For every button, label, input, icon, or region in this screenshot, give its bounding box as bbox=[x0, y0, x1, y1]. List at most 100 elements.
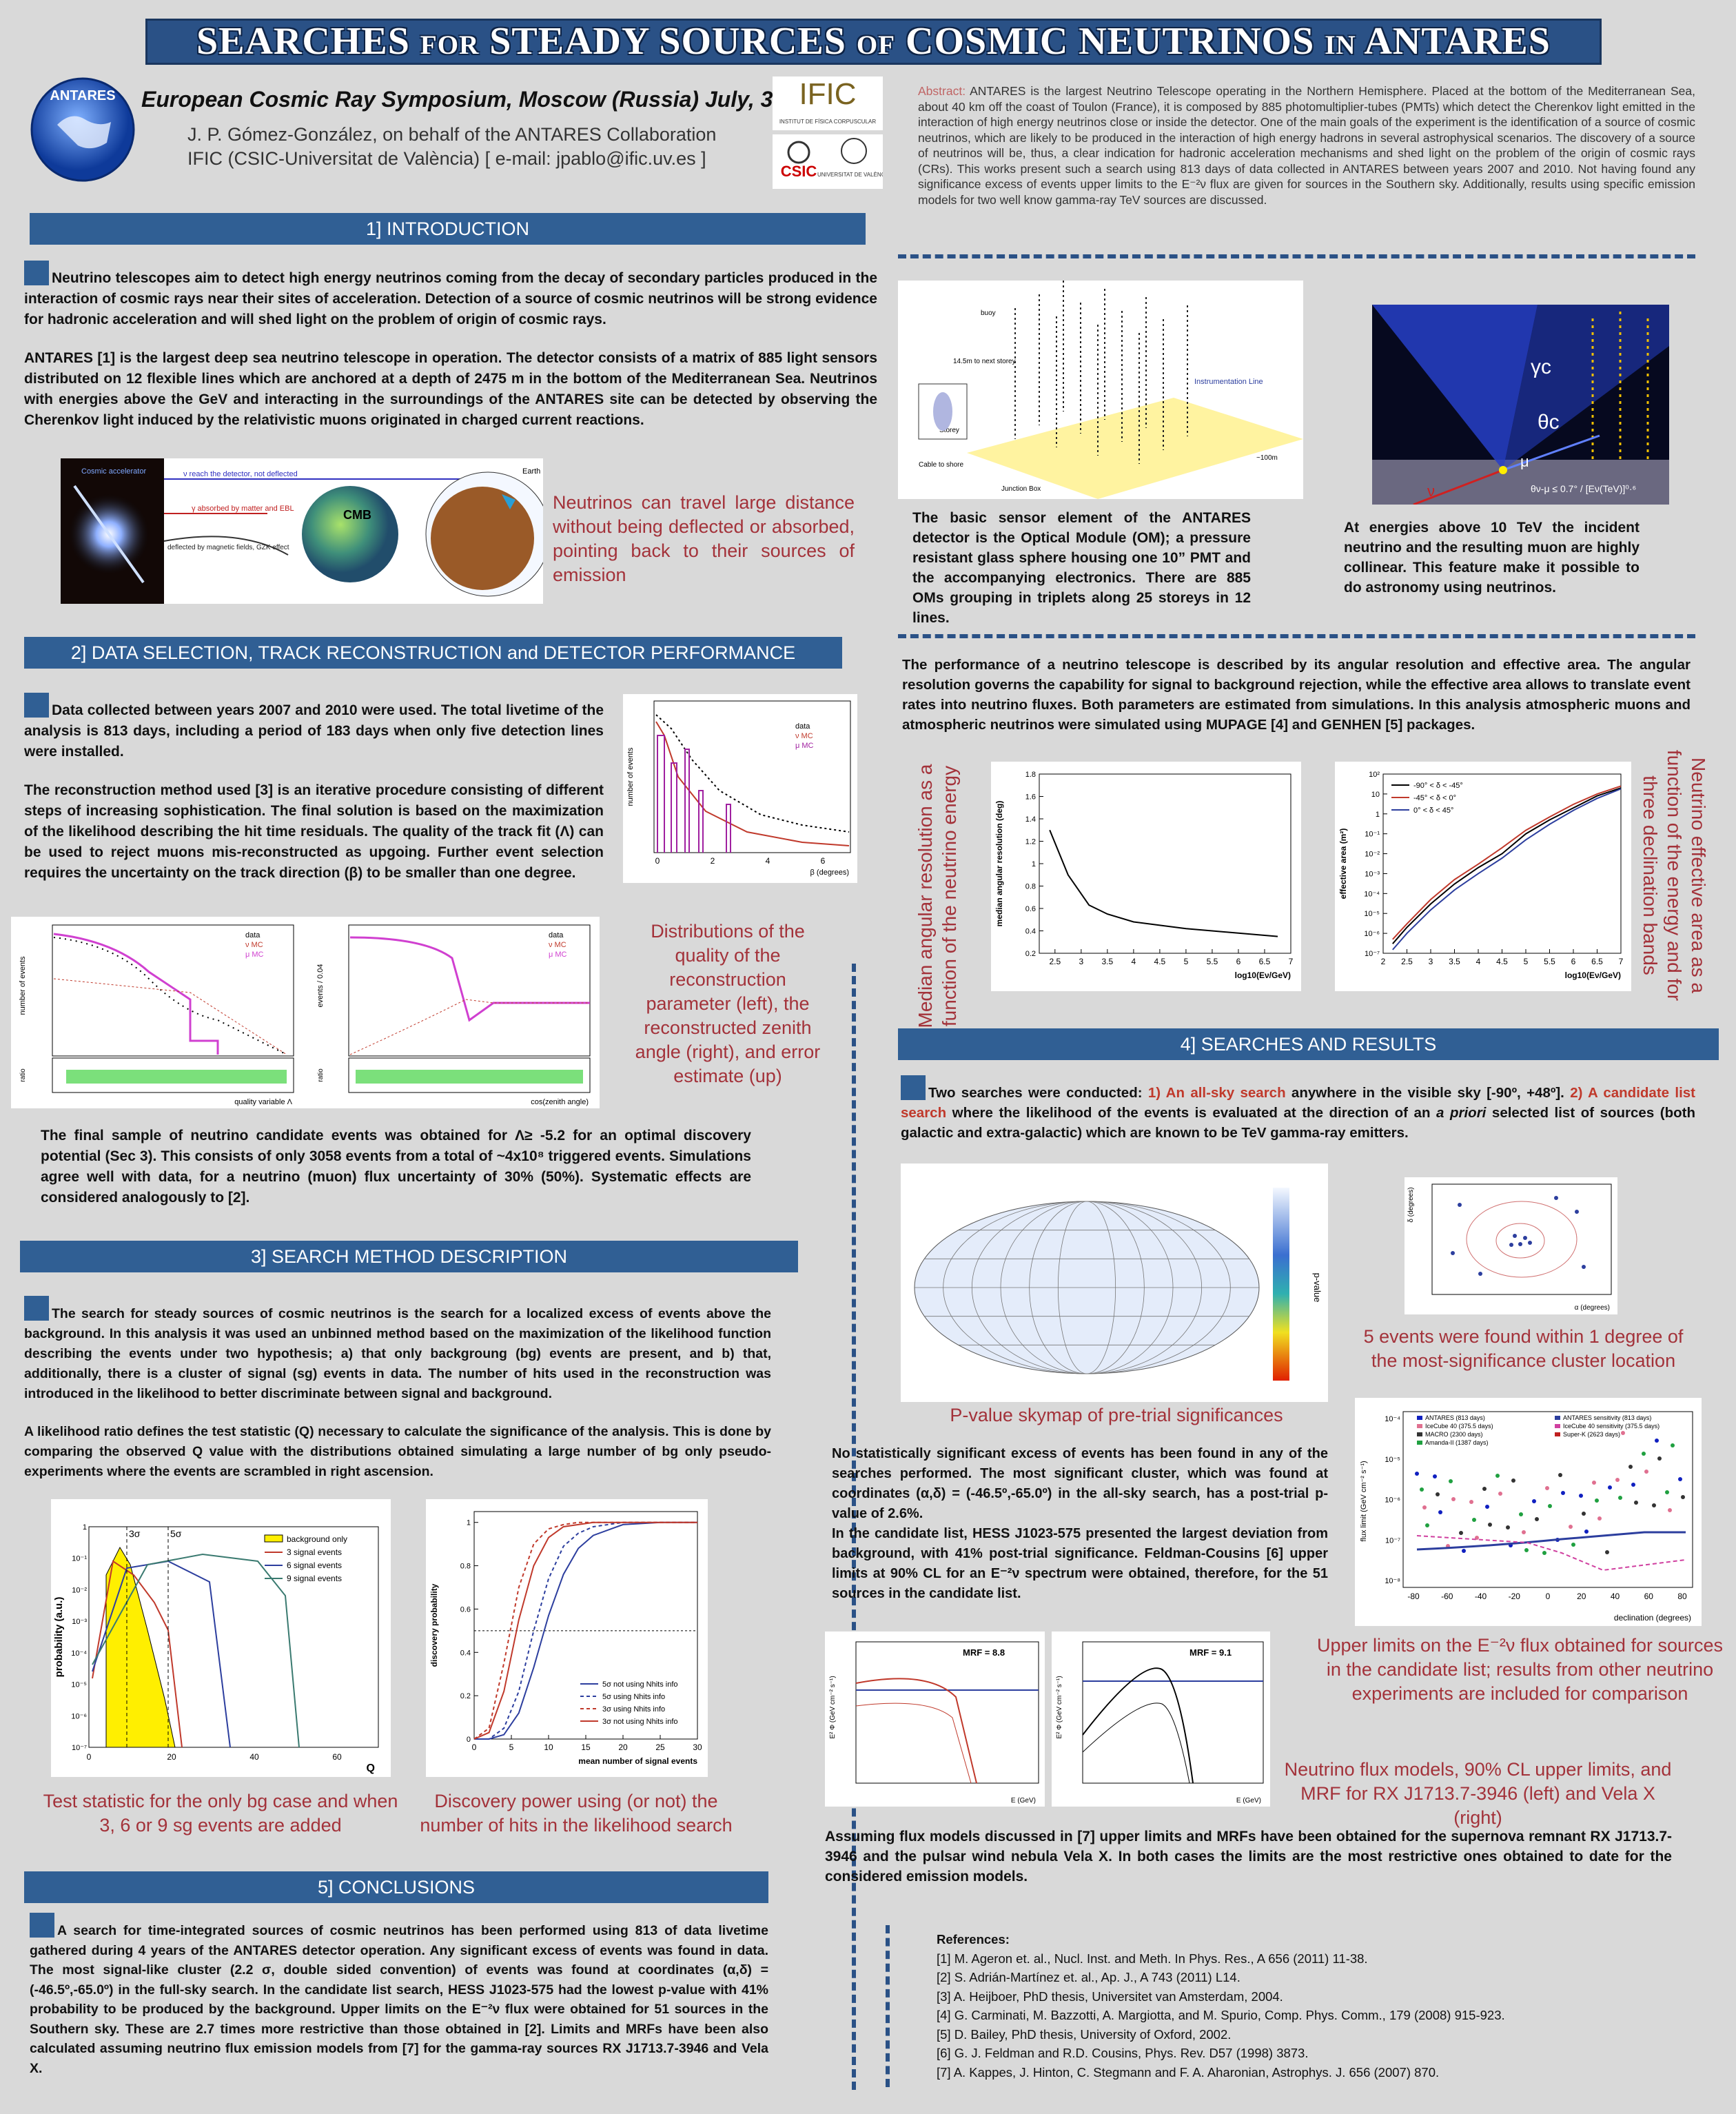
legend-label: 5σ using Nhits info bbox=[602, 1693, 665, 1701]
legend-swatch bbox=[1555, 1416, 1560, 1420]
series-line bbox=[1392, 788, 1622, 951]
authors: J. P. Gómez-González, on behalf of the A… bbox=[187, 124, 717, 145]
x-tick-label: 4.5 bbox=[1496, 957, 1508, 966]
figure-label: Earth bbox=[522, 467, 540, 476]
y-axis-label: effective area (m²) bbox=[1338, 829, 1348, 900]
paragraph: In the candidate list, HESS J1023-575 pr… bbox=[832, 1526, 1328, 1601]
figure-label: buoy bbox=[981, 309, 996, 317]
legend-label: IceCube 40 sensitivity (375.5 days) bbox=[1563, 1423, 1660, 1430]
legend-swatch bbox=[1555, 1424, 1560, 1428]
legend-swatch bbox=[1417, 1424, 1422, 1428]
axis-label: number of events bbox=[626, 747, 635, 806]
paragraph: The reconstruction method used [3] is an… bbox=[24, 782, 604, 881]
figure-caption: Upper limits on the E⁻²ν flux obtained f… bbox=[1316, 1635, 1724, 1704]
legend-label: 9 signal events bbox=[287, 1574, 342, 1583]
axis-label: flux limit (GeV cm⁻² s⁻¹) bbox=[1360, 1461, 1368, 1541]
x-tick-label: 60 bbox=[332, 1752, 342, 1762]
legend-label: Super-K (2623 days) bbox=[1563, 1431, 1620, 1438]
y-tick-label: 1 bbox=[1376, 811, 1380, 819]
x-tick-label: 2 bbox=[711, 856, 715, 866]
axis-label: cos(zenith angle) bbox=[531, 1098, 589, 1106]
x-tick-label: 5 bbox=[1184, 957, 1189, 966]
x-tick-label: 2.5 bbox=[1049, 957, 1061, 966]
paragraph: The search for steady sources of cosmic … bbox=[24, 1306, 771, 1401]
figure-caption: Neutrino flux models, 90% CL upper limit… bbox=[1284, 1759, 1672, 1828]
conclusions-text: A search for time-integrated sources of … bbox=[30, 1913, 768, 2096]
y-tick-label: 10⁻⁷ bbox=[1385, 1536, 1400, 1545]
x-tick-label: 15 bbox=[581, 1742, 591, 1752]
section-heading: 2] DATA SELECTION, TRACK RECONSTRUCTION … bbox=[24, 637, 842, 669]
legend-label: 0° < δ < 45° bbox=[1413, 806, 1453, 815]
y-tick-label: 10⁻³ bbox=[1365, 870, 1380, 878]
figure-label: Cable to shore bbox=[919, 461, 963, 469]
conference: European Cosmic Ray Symposium, Moscow (R… bbox=[141, 87, 799, 112]
legend-label: 5σ not using Nhits info bbox=[602, 1680, 678, 1689]
x-tick-label: 10 bbox=[544, 1742, 553, 1752]
series-line bbox=[1392, 787, 1622, 944]
figure-label: CMB bbox=[343, 508, 371, 522]
mrf-plot: MRF = 9.1 E² Φ (GeV cm⁻² s⁻¹) E (GeV) bbox=[1052, 1632, 1270, 1807]
reference: [5] D. Bailey, PhD thesis, University of… bbox=[937, 2026, 1232, 2042]
quality-plots: number of events ratio quality variable … bbox=[11, 917, 600, 1108]
x-tick-label: 6.5 bbox=[1259, 957, 1271, 966]
data-text: The final sample of neutrino candidate e… bbox=[41, 1126, 751, 1226]
paragraph: A likelihood ratio defines the test stat… bbox=[24, 1424, 771, 1479]
cherenkov-caption: At energies above 10 TeV the incident ne… bbox=[1344, 518, 1640, 616]
section-heading: 3] SEARCH METHOD DESCRIPTION bbox=[20, 1241, 798, 1272]
summary: Assuming flux models discussed in [7] up… bbox=[825, 1829, 1672, 1884]
y-tick-label: 0.8 bbox=[460, 1563, 471, 1571]
detector-figure: buoy 14.5m to next storey Storey Instrum… bbox=[898, 281, 1303, 499]
axis-label: events / 0.04 bbox=[316, 964, 325, 1008]
search-text: The search for steady sources of cosmic … bbox=[24, 1296, 771, 1500]
axis-label: β (degrees) bbox=[810, 868, 849, 877]
cluster-plot: δ (degrees) α (degrees) bbox=[1405, 1177, 1617, 1314]
figure-caption: Distributions of the quality of the reco… bbox=[635, 921, 821, 1086]
x-tick-label: 4 bbox=[1132, 957, 1136, 966]
x-tick-label: 0 bbox=[87, 1752, 92, 1762]
legend-swatch bbox=[1417, 1432, 1422, 1436]
x-axis-label: log10(Eν/GeV) bbox=[1235, 970, 1291, 980]
figure-label: ~100m bbox=[1256, 454, 1278, 462]
effective-area-plot: 2 2.5 3 3.5 4 4.5 5 5.5 6 6.5 7 10⁻⁷ 10⁻⁶ 10⁻⁵ 10⁻⁴ 10⁻… bbox=[1335, 762, 1631, 991]
legend-label: ν MC bbox=[795, 732, 813, 740]
axis-label: E² Φ (GeV cm⁻² s⁻¹) bbox=[829, 1676, 837, 1738]
section-heading: 1] INTRODUCTION bbox=[30, 213, 866, 245]
paragraph: The basic sensor element of the ANTARES … bbox=[912, 510, 1251, 626]
results-text: No statistically significant excess of e… bbox=[832, 1444, 1328, 1604]
y-tick-label: 0.2 bbox=[460, 1692, 471, 1700]
colorbar-label: p-value bbox=[1312, 1273, 1323, 1303]
y-tick-label: 10⁻⁵ bbox=[1364, 910, 1380, 918]
y-tick-label: 10⁻² bbox=[72, 1586, 87, 1594]
searches-text: Two searches were conducted: 1) An all-s… bbox=[901, 1075, 1695, 1161]
x-tick-label: 5 bbox=[509, 1742, 514, 1752]
x-axis-label: log10(Eν/GeV) bbox=[1565, 970, 1621, 980]
figure-label: θν-μ ≤ 0.7° / [Eν(TeV)]⁰·⁶ bbox=[1531, 483, 1636, 494]
antares-logo: ANTARES bbox=[30, 77, 135, 182]
legend-label: ν MC bbox=[245, 941, 263, 949]
divider bbox=[898, 634, 1695, 638]
x-tick-label: 20 bbox=[1577, 1592, 1586, 1601]
reference: [7] A. Kappes, J. Hinton, C. Stegmann an… bbox=[937, 2064, 1440, 2080]
legend-label: μ MC bbox=[795, 742, 814, 750]
paragraph: Neutrino telescopes aim to detect high e… bbox=[24, 270, 877, 327]
x-tick-label: 5.5 bbox=[1544, 957, 1555, 966]
paragraph: The final sample of neutrino candidate e… bbox=[41, 1128, 751, 1206]
legend-label: data bbox=[549, 931, 564, 939]
reference: [3] A. Heijboer, PhD thesis, Universitet… bbox=[937, 1989, 1283, 2004]
figure-label: Cosmic accelerator bbox=[81, 467, 146, 476]
x-tick-label: 80 bbox=[1677, 1592, 1687, 1601]
institution-logos: IFIC INSTITUT DE FÍSICA CORPUSCULAR CSIC… bbox=[773, 77, 883, 189]
y-tick-label: 10⁻⁴ bbox=[71, 1649, 87, 1658]
x-tick-label: 2 bbox=[1381, 957, 1386, 966]
detector-caption: The basic sensor element of the ANTARES … bbox=[912, 508, 1251, 646]
y-tick-label: 1.2 bbox=[1025, 838, 1036, 846]
x-tick-label: -20 bbox=[1509, 1592, 1521, 1601]
divider bbox=[852, 964, 856, 2090]
test-statistic-plot: 3σ 5σ background only 3 signal events 6 … bbox=[51, 1499, 391, 1777]
legend-swatch bbox=[1417, 1416, 1422, 1420]
sigma-mark: 3σ bbox=[129, 1528, 141, 1539]
intro-text: Neutrino telescopes aim to detect high e… bbox=[24, 261, 877, 449]
legend-label: -90° < δ < -45° bbox=[1413, 782, 1463, 790]
x-tick-label: 40 bbox=[1611, 1592, 1620, 1601]
